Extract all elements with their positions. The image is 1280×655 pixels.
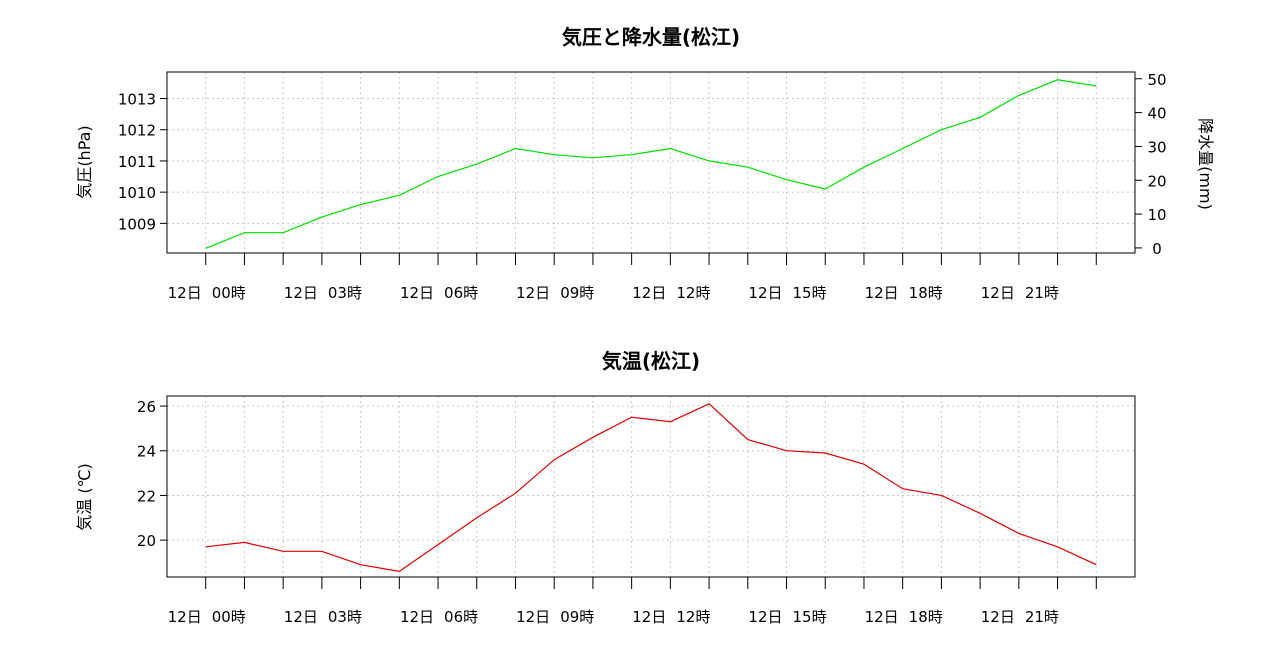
x-tick-label-time: 12時	[676, 284, 710, 302]
y2-tick-label: 20	[1147, 172, 1166, 190]
x-tick-label-time: 09時	[560, 284, 594, 302]
x-tick-label-day: 12日	[632, 284, 666, 302]
x-tick-label-day: 12日	[632, 608, 666, 626]
y-tick-label: 1010	[118, 184, 156, 202]
x-tick-label-day: 12日	[748, 284, 782, 302]
grid-pressure	[167, 72, 1135, 253]
x-tick-label-time: 15時	[793, 608, 827, 626]
x-tick-label-day: 12日	[981, 608, 1015, 626]
chart-title-temperature: 気温(松江)	[602, 349, 700, 373]
y-tick-label: 1011	[118, 153, 156, 171]
y-tick-label: 24	[137, 443, 156, 461]
x-tick-label-time: 03時	[328, 284, 362, 302]
x-tick-label-day: 12日	[168, 284, 202, 302]
y-axis-label-pressure: 気圧(hPa)	[75, 125, 94, 198]
y2-tick-label: 50	[1147, 71, 1166, 89]
x-tick-label-day: 12日	[516, 608, 550, 626]
x-tick-label-time: 12時	[676, 608, 710, 626]
x-tick-label-day: 12日	[168, 608, 202, 626]
y-tick-label: 20	[137, 532, 156, 550]
temperature-panel: 気温(松江) 20 22 24 26 12日 00時 12日 03時 12日 06時 12日 09時…	[75, 349, 1136, 626]
x-tick-label-day: 12日	[865, 284, 899, 302]
grid-temperature	[167, 396, 1135, 577]
x-tick-label-time: 09時	[560, 608, 594, 626]
x-tick-label-day: 12日	[516, 284, 550, 302]
x-tick-label-day: 12日	[400, 284, 434, 302]
x-tick-label-day: 12日	[284, 284, 318, 302]
x-tick-label-time: 00時	[212, 608, 246, 626]
x-tick-label-day: 12日	[981, 284, 1015, 302]
x-tick-label-time: 06時	[444, 608, 478, 626]
plot-frame-pressure	[166, 71, 1136, 254]
y2-axis-label-precipitation: 降水量(mm)	[1196, 118, 1215, 210]
y-axis-temperature: 20 22 24 26	[137, 398, 167, 550]
y2-tick-label: 40	[1147, 105, 1166, 123]
y-tick-label: 22	[137, 487, 156, 505]
x-axis-pressure: 12日 00時 12日 03時 12日 06時 12日 09時 12日 12時 12日 15時 12日 1…	[168, 253, 1097, 302]
y-axis-pressure: 1009 1010 1011 1012 1013	[118, 91, 167, 233]
x-tick-label-time: 18時	[909, 608, 943, 626]
x-tick-label-time: 15時	[793, 284, 827, 302]
y-tick-label: 1009	[118, 215, 156, 233]
y2-tick-label: 30	[1147, 138, 1166, 156]
series-pressure	[205, 79, 1097, 249]
plot-frame-temperature	[166, 395, 1136, 578]
y-axis-label-temperature: 気温 (℃)	[75, 463, 94, 531]
x-tick-label-time: 18時	[909, 284, 943, 302]
x-tick-label-time: 21時	[1025, 284, 1059, 302]
x-tick-label-day: 12日	[284, 608, 318, 626]
y2-tick-label: 10	[1147, 206, 1166, 224]
x-tick-label-day: 12日	[400, 608, 434, 626]
x-tick-label-time: 21時	[1025, 608, 1059, 626]
x-tick-label-time: 06時	[444, 284, 478, 302]
series-temperature	[205, 403, 1097, 573]
chart-title-pressure: 気圧と降水量(松江)	[562, 25, 740, 49]
x-tick-label-time: 03時	[328, 608, 362, 626]
pressure-precipitation-panel: 気圧と降水量(松江) 1009 1010 1011 1012 1013 0 10 20 30 4…	[75, 25, 1215, 302]
y-tick-label: 1013	[118, 91, 156, 109]
y-tick-label: 1012	[118, 122, 156, 140]
y2-axis-precipitation: 0 10 20 30 40 50	[1135, 71, 1167, 258]
x-tick-label-time: 00時	[212, 284, 246, 302]
y2-tick-label: 0	[1152, 240, 1162, 258]
y-tick-label: 26	[137, 398, 156, 416]
x-tick-label-day: 12日	[748, 608, 782, 626]
series-line	[205, 403, 1097, 573]
x-axis-temperature: 12日 00時 12日 03時 12日 06時 12日 09時 12日 12時 12日 15時 12日 1…	[168, 577, 1097, 626]
x-tick-label-day: 12日	[865, 608, 899, 626]
series-line	[205, 79, 1097, 249]
